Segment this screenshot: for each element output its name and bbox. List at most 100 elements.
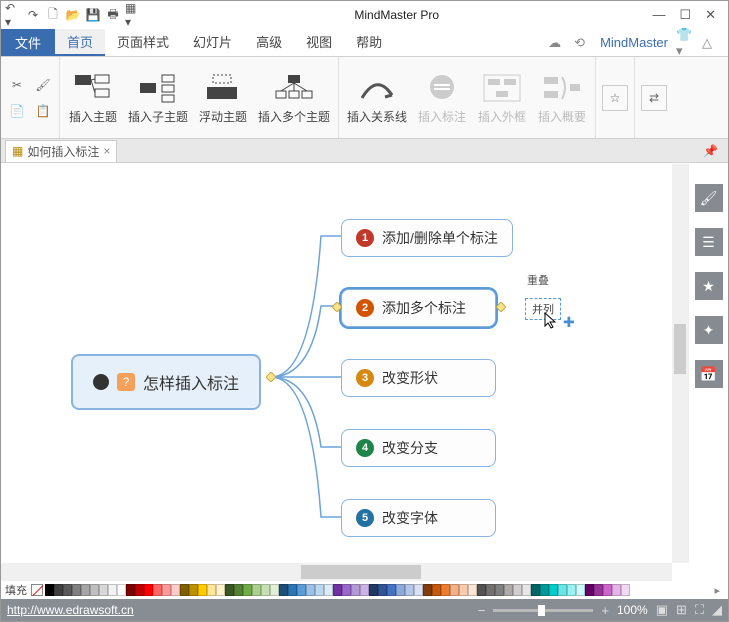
palette-scroll-right[interactable]: ▸ <box>710 584 724 597</box>
color-swatch[interactable] <box>567 584 576 596</box>
close-doc-icon[interactable]: × <box>103 144 110 158</box>
color-swatch[interactable] <box>72 584 81 596</box>
color-swatch[interactable] <box>414 584 423 596</box>
icons-panel-button[interactable]: ★ <box>695 272 723 300</box>
color-swatch[interactable] <box>504 584 513 596</box>
child-node[interactable]: 1添加/删除单个标注 <box>341 219 513 257</box>
export-icon[interactable]: ▦ ▾ <box>125 7 141 23</box>
open-icon[interactable]: 📂 <box>65 7 81 23</box>
pin-icon[interactable]: 📌 <box>703 144 724 158</box>
color-swatch[interactable] <box>369 584 378 596</box>
color-swatch[interactable] <box>612 584 621 596</box>
child-node[interactable]: 3改变形状 <box>341 359 496 397</box>
color-swatch[interactable] <box>90 584 99 596</box>
cloud-icon[interactable]: ☁ <box>548 35 566 51</box>
color-swatch[interactable] <box>459 584 468 596</box>
color-swatch[interactable] <box>441 584 450 596</box>
paste-icon[interactable]: 📋 <box>33 101 53 121</box>
tab-view[interactable]: 视图 <box>294 29 344 56</box>
color-swatch[interactable] <box>261 584 270 596</box>
format-painter-icon[interactable]: 🖌 <box>33 75 53 95</box>
zoom-in-button[interactable]: + <box>601 603 609 618</box>
color-swatch[interactable] <box>468 584 477 596</box>
color-swatch[interactable] <box>108 584 117 596</box>
insert-subtopic-button[interactable]: 插入子主题 <box>128 70 188 125</box>
format-panel-button[interactable]: 🖌 <box>695 184 723 212</box>
color-swatch[interactable] <box>477 584 486 596</box>
color-swatch[interactable] <box>216 584 225 596</box>
undo-icon[interactable]: ↶ ▾ <box>5 7 21 23</box>
nofill-swatch[interactable] <box>31 584 43 596</box>
color-swatch[interactable] <box>522 584 531 596</box>
color-swatch[interactable] <box>351 584 360 596</box>
color-swatch[interactable] <box>450 584 459 596</box>
callout-button[interactable]: 插入标注 <box>417 70 467 125</box>
color-swatch[interactable] <box>432 584 441 596</box>
color-swatch[interactable] <box>45 584 54 596</box>
icon-button-2[interactable]: ⇄ <box>641 85 667 111</box>
minimize-button[interactable]: — <box>652 7 665 23</box>
file-tab[interactable]: 文件 <box>1 29 55 56</box>
color-swatch[interactable] <box>540 584 549 596</box>
color-swatch[interactable] <box>549 584 558 596</box>
new-icon[interactable]: 🗋 <box>45 7 61 23</box>
color-swatch[interactable] <box>594 584 603 596</box>
status-url[interactable]: http://www.edrawsoft.cn <box>7 603 134 617</box>
cut-icon[interactable]: ✂ <box>7 75 27 95</box>
color-swatch[interactable] <box>171 584 180 596</box>
color-swatch[interactable] <box>189 584 198 596</box>
outline-panel-button[interactable]: ☰ <box>695 228 723 256</box>
color-swatch[interactable] <box>153 584 162 596</box>
resize-grip[interactable]: ◢ <box>712 602 722 618</box>
color-swatch[interactable] <box>558 584 567 596</box>
fit-width-icon[interactable]: ⊞ <box>676 602 687 618</box>
tab-advanced[interactable]: 高级 <box>244 29 294 56</box>
summary-button[interactable]: 插入概要 <box>537 70 587 125</box>
zoom-out-button[interactable]: − <box>478 603 486 618</box>
insert-multi-button[interactable]: 插入多个主题 <box>258 70 330 125</box>
color-swatch[interactable] <box>513 584 522 596</box>
theme-icon[interactable]: 👕 ▾ <box>676 27 694 59</box>
close-button[interactable]: ✕ <box>705 7 716 23</box>
color-swatch[interactable] <box>396 584 405 596</box>
color-swatch[interactable] <box>234 584 243 596</box>
color-swatch[interactable] <box>324 584 333 596</box>
color-swatch[interactable] <box>126 584 135 596</box>
save-icon[interactable]: 💾 <box>85 7 101 23</box>
color-swatch[interactable] <box>315 584 324 596</box>
tab-pagestyle[interactable]: 页面样式 <box>105 29 181 56</box>
mindmap-canvas[interactable]: ? 怎样插入标注 1添加/删除单个标注2添加多个标注3改变形状4改变分支5改变字… <box>1 164 688 563</box>
fit-page-icon[interactable]: ▣ <box>656 602 668 618</box>
refresh-icon[interactable]: ⟲ <box>574 35 592 51</box>
maximize-button[interactable]: ☐ <box>679 7 691 23</box>
color-swatch[interactable] <box>81 584 90 596</box>
document-tab[interactable]: ▦ 如何插入标注 × <box>5 140 117 162</box>
color-swatch[interactable] <box>576 584 585 596</box>
root-node[interactable]: ? 怎样插入标注 <box>71 354 261 410</box>
color-swatch[interactable] <box>585 584 594 596</box>
color-swatch[interactable] <box>378 584 387 596</box>
color-swatch[interactable] <box>135 584 144 596</box>
color-swatch[interactable] <box>144 584 153 596</box>
color-swatch[interactable] <box>360 584 369 596</box>
color-swatch[interactable] <box>198 584 207 596</box>
color-swatch[interactable] <box>99 584 108 596</box>
color-swatch[interactable] <box>117 584 126 596</box>
color-swatch[interactable] <box>54 584 63 596</box>
color-swatch[interactable] <box>243 584 252 596</box>
fullscreen-icon[interactable]: ⛶ <box>695 602 704 618</box>
color-swatch[interactable] <box>333 584 342 596</box>
color-swatch[interactable] <box>306 584 315 596</box>
redo-icon[interactable]: ↷ <box>25 7 41 23</box>
task-panel-button[interactable]: 📅 <box>695 360 723 388</box>
color-swatch[interactable] <box>162 584 171 596</box>
color-swatch[interactable] <box>495 584 504 596</box>
color-swatch[interactable] <box>297 584 306 596</box>
color-swatch[interactable] <box>225 584 234 596</box>
color-swatch[interactable] <box>270 584 279 596</box>
relationship-button[interactable]: 插入关系线 <box>347 70 407 125</box>
vertical-scrollbar[interactable] <box>672 164 688 563</box>
child-node[interactable]: 5改变字体 <box>341 499 496 537</box>
tab-home[interactable]: 首页 <box>55 29 105 56</box>
color-swatch[interactable] <box>279 584 288 596</box>
